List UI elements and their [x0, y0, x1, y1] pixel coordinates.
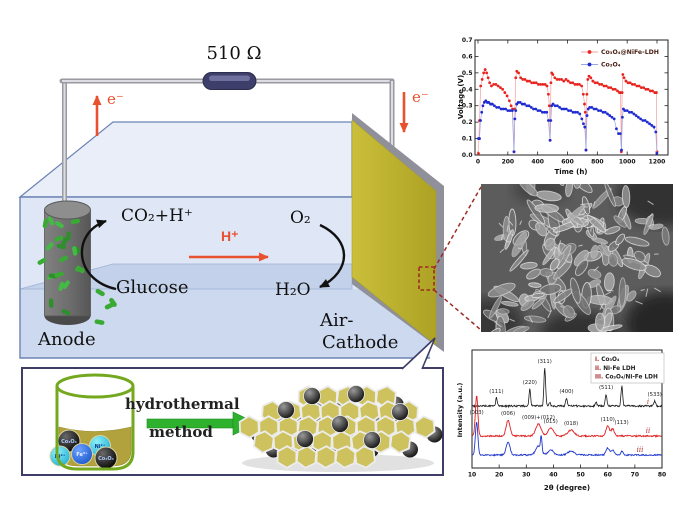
svg-text:0.0: 0.0 — [462, 152, 473, 159]
svg-text:400: 400 — [531, 159, 544, 166]
svg-text:(009)+(012): (009)+(012) — [522, 415, 555, 421]
resistor-510ohm — [202, 72, 257, 90]
air-cathode-plate — [351, 113, 444, 352]
svg-text:200: 200 — [502, 159, 515, 166]
method-label: method — [149, 423, 213, 441]
svg-text:Co₃O₄: Co₃O₄ — [98, 456, 114, 462]
svg-text:(113): (113) — [614, 420, 628, 426]
svg-text:0.7: 0.7 — [462, 37, 473, 44]
reaction-arrows — [80, 92, 409, 291]
xrd-curve-ii — [471, 395, 662, 438]
oxygen-label: O₂ — [290, 208, 311, 228]
xrd-chart: 10 20 30 40 50 60 70 80 2θ (degree) Intensity (a.… — [456, 349, 666, 492]
svg-text:Voltage (V): Voltage (V) — [457, 75, 465, 119]
svg-text:0.1: 0.1 — [462, 136, 473, 143]
svg-text:iii. Co₃O₄/Ni-Fe LDH: iii. Co₃O₄/Ni-Fe LDH — [595, 375, 658, 381]
product-nanoparticle-cluster — [238, 385, 443, 472]
anode-reaction-product-label: CO₂+H⁺ — [121, 206, 193, 226]
svg-text:60: 60 — [604, 472, 612, 479]
svg-text:Time (h): Time (h) — [554, 168, 587, 176]
xrd-curve-iii — [471, 422, 662, 457]
svg-text:0.3: 0.3 — [462, 103, 473, 110]
svg-text:iii: iii — [637, 446, 644, 454]
sem-image — [481, 184, 673, 332]
svg-text:0.5: 0.5 — [462, 70, 473, 77]
xrd-curve-i — [471, 368, 662, 409]
svg-text:Co₃O₄@NiFe-LDH: Co₃O₄@NiFe-LDH — [601, 48, 659, 56]
svg-text:80: 80 — [658, 472, 666, 479]
hydrothermal-label: hydrothermal — [125, 395, 240, 413]
svg-text:50: 50 — [576, 472, 584, 479]
svg-text:(311): (311) — [538, 359, 552, 365]
svg-text:Co₃O₄: Co₃O₄ — [601, 62, 621, 69]
svg-text:(110): (110) — [601, 417, 615, 423]
svg-text:i: i — [647, 398, 649, 406]
air-cathode-label-line1: Air- — [320, 310, 354, 331]
ion-fe — [71, 443, 93, 465]
electron-flow-label-left: e⁻ — [107, 90, 124, 108]
svg-text:ii. Ni-Fe LDH: ii. Ni-Fe LDH — [595, 366, 636, 372]
sem-callout-dashed — [418, 186, 482, 331]
svg-text:Co₃O₄: Co₃O₄ — [61, 439, 77, 445]
electron-flow-label-right: e⁻ — [412, 88, 429, 106]
svg-text:20: 20 — [495, 472, 503, 479]
air-cathode-label-line2: Cathode — [322, 332, 399, 353]
ion-ni — [49, 445, 71, 467]
precursor-beaker: Co₃O₄ Ni²⁺ Ni²⁺ Fe³⁺ Co₃O₄ — [49, 373, 135, 471]
svg-text:2θ (degree): 2θ (degree) — [544, 484, 590, 492]
svg-text:Fe³⁺: Fe³⁺ — [76, 452, 88, 458]
svg-text:0.2: 0.2 — [462, 119, 473, 126]
glucose-label: Glucose — [116, 277, 189, 298]
svg-text:(511): (511) — [599, 385, 613, 391]
glucose-to-co2-arrow — [80, 219, 117, 291]
svg-text:i. Co₃O₄: i. Co₃O₄ — [595, 357, 620, 363]
svg-text:(018): (018) — [564, 421, 578, 427]
svg-text:ii: ii — [646, 427, 650, 435]
svg-text:30: 30 — [522, 472, 530, 479]
svg-text:0: 0 — [476, 159, 480, 166]
svg-text:0.6: 0.6 — [462, 53, 473, 60]
svg-text:40: 40 — [549, 472, 557, 479]
svg-text:10: 10 — [468, 472, 476, 479]
svg-text:(111): (111) — [489, 389, 503, 395]
synthesis-panel: Co₃O₄ Ni²⁺ Ni²⁺ Fe³⁺ Co₃O₄ — [21, 337, 444, 476]
water-label: H₂O — [275, 280, 311, 300]
svg-text:70: 70 — [631, 472, 639, 479]
svg-text:(015): (015) — [544, 419, 558, 425]
svg-text:800: 800 — [591, 159, 604, 166]
svg-text:(006): (006) — [501, 411, 515, 417]
svg-text:Ni²⁺: Ni²⁺ — [55, 454, 66, 460]
svg-text:Intensity (a.u.): Intensity (a.u.) — [456, 383, 464, 438]
resistor-label: 510 Ω — [206, 43, 262, 64]
svg-text:(533): (533) — [648, 392, 662, 398]
voltage-time-chart: 0.0 0.1 0.2 0.3 0.4 0.5 0.6 0.7 0 200 400 600 800 100… — [457, 37, 669, 176]
svg-text:1000: 1000 — [619, 159, 636, 166]
anode-label: Anode — [38, 329, 96, 350]
proton-label: H⁺ — [221, 228, 239, 244]
svg-text:(400): (400) — [559, 389, 573, 395]
svg-text:600: 600 — [561, 159, 574, 166]
bacteria-biofilm — [37, 216, 117, 325]
svg-text:Ni²⁺: Ni²⁺ — [95, 444, 106, 450]
panel-pointer — [401, 337, 436, 370]
o2-to-h2o-arrow — [319, 223, 346, 289]
svg-text:(220): (220) — [523, 380, 537, 386]
svg-text:1200: 1200 — [649, 159, 666, 166]
svg-text:0.4: 0.4 — [462, 86, 473, 93]
svg-text:(003): (003) — [469, 410, 483, 416]
